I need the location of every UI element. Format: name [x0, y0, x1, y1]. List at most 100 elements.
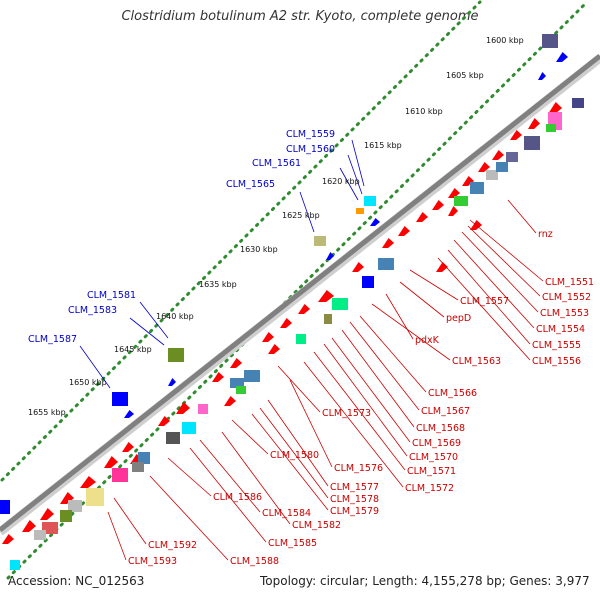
gene-feature[interactable]	[138, 452, 150, 464]
gene-feature[interactable]	[168, 348, 184, 362]
gene-arrow[interactable]	[382, 238, 394, 248]
gene-feature[interactable]	[546, 124, 556, 132]
gene-feature[interactable]	[332, 298, 348, 310]
gene-feature[interactable]	[166, 432, 180, 444]
gene-arrow[interactable]	[370, 218, 380, 226]
gene-feature[interactable]	[454, 196, 468, 206]
gene-arrow[interactable]	[176, 402, 190, 414]
gene-label-forward[interactable]: CLM_1566	[428, 388, 477, 399]
gene-label-forward[interactable]: CLM_1563	[452, 356, 501, 367]
gene-feature[interactable]	[296, 334, 306, 344]
gene-arrow[interactable]	[492, 150, 504, 160]
gene-feature[interactable]	[236, 386, 246, 394]
gene-label-reverse[interactable]: CLM_1581	[87, 290, 136, 301]
gene-label-forward[interactable]: pepD	[446, 313, 471, 324]
gene-label-forward[interactable]: CLM_1567	[421, 406, 470, 417]
gene-feature[interactable]	[112, 392, 128, 406]
gene-feature[interactable]	[198, 404, 208, 414]
gene-arrow[interactable]	[2, 534, 14, 544]
gene-feature[interactable]	[34, 530, 46, 540]
gene-arrow[interactable]	[352, 262, 364, 272]
gene-feature[interactable]	[572, 98, 584, 108]
gene-label-forward[interactable]: CLM_1576	[334, 463, 383, 474]
gene-label-forward[interactable]: CLM_1586	[213, 492, 262, 503]
gene-feature[interactable]	[542, 34, 558, 48]
gene-arrow[interactable]	[122, 442, 134, 452]
gene-label-forward[interactable]: CLM_1592	[148, 540, 197, 551]
gene-feature[interactable]	[86, 488, 104, 506]
gene-arrow[interactable]	[432, 200, 444, 210]
gene-label-forward[interactable]: CLM_1572	[405, 483, 454, 494]
gene-feature[interactable]	[324, 314, 332, 324]
gene-feature[interactable]	[364, 196, 376, 206]
gene-arrow[interactable]	[80, 476, 96, 488]
gene-arrow[interactable]	[528, 118, 540, 129]
gene-feature[interactable]	[0, 500, 10, 514]
gene-feature[interactable]	[524, 136, 540, 150]
gene-arrow[interactable]	[230, 358, 242, 368]
gene-arrow[interactable]	[478, 162, 490, 172]
gene-label-forward[interactable]: CLM_1579	[330, 506, 379, 517]
gene-feature[interactable]	[314, 236, 326, 246]
gene-feature[interactable]	[356, 208, 364, 214]
gene-label-reverse[interactable]: CLM_1565	[226, 179, 275, 190]
gene-arrow[interactable]	[436, 262, 448, 272]
gene-label-forward[interactable]: CLM_1588	[230, 556, 279, 567]
gene-arrow[interactable]	[262, 332, 274, 342]
gene-label-forward[interactable]: CLM_1551	[545, 277, 594, 288]
gene-arrow[interactable]	[556, 52, 568, 62]
gene-feature[interactable]	[362, 276, 374, 288]
gene-label-reverse[interactable]: CLM_1587	[28, 334, 77, 345]
gene-feature[interactable]	[486, 170, 498, 180]
gene-arrow[interactable]	[538, 72, 546, 80]
gene-arrow[interactable]	[22, 520, 36, 532]
gene-feature[interactable]	[132, 462, 144, 472]
gene-arrow[interactable]	[40, 508, 54, 520]
gene-feature[interactable]	[182, 422, 196, 434]
gene-feature[interactable]	[112, 468, 128, 482]
gene-arrow[interactable]	[104, 456, 118, 468]
gene-feature[interactable]	[10, 560, 20, 570]
gene-arrow[interactable]	[398, 226, 410, 236]
gene-feature[interactable]	[60, 510, 72, 522]
gene-label-forward[interactable]: CLM_1555	[532, 340, 581, 351]
gene-label-forward[interactable]: CLM_1557	[460, 296, 509, 307]
gene-feature[interactable]	[378, 258, 394, 270]
gene-label-forward[interactable]: CLM_1569	[412, 438, 461, 449]
gene-label-forward[interactable]: CLM_1556	[532, 356, 581, 367]
gene-label-reverse[interactable]: CLM_1561	[252, 158, 301, 169]
gene-arrow[interactable]	[326, 252, 334, 260]
gene-label-reverse[interactable]: CLM_1583	[68, 305, 117, 316]
gene-arrow[interactable]	[212, 372, 224, 382]
gene-feature[interactable]	[68, 500, 82, 512]
gene-label-reverse[interactable]: CLM_1560	[286, 144, 335, 155]
gene-label-forward[interactable]: CLM_1578	[330, 494, 379, 505]
gene-label-forward[interactable]: CLM_1584	[262, 508, 311, 519]
gene-label-forward[interactable]: CLM_1553	[540, 308, 589, 319]
gene-feature[interactable]	[230, 378, 244, 388]
gene-label-forward[interactable]: CLM_1554	[536, 324, 585, 335]
gene-arrow[interactable]	[298, 304, 310, 314]
gene-label-forward[interactable]: CLM_1582	[292, 520, 341, 531]
gene-label-forward[interactable]: CLM_1552	[542, 292, 591, 303]
gene-arrow[interactable]	[158, 416, 170, 426]
gene-feature[interactable]	[506, 152, 518, 162]
gene-arrow[interactable]	[268, 344, 280, 354]
gene-label-forward[interactable]: CLM_1580	[270, 450, 319, 461]
gene-label-forward[interactable]: CLM_1593	[128, 556, 177, 567]
gene-label-reverse[interactable]: CLM_1559	[286, 129, 335, 140]
gene-label-forward[interactable]: pdxK	[415, 335, 440, 346]
gene-arrow[interactable]	[548, 102, 562, 114]
gene-arrow[interactable]	[318, 290, 334, 302]
gene-label-forward[interactable]: CLM_1568	[416, 423, 465, 434]
gene-arrow[interactable]	[448, 206, 458, 216]
gene-arrow[interactable]	[224, 396, 236, 406]
gene-arrow[interactable]	[168, 378, 176, 386]
gene-label-forward[interactable]: CLM_1577	[330, 482, 379, 493]
gene-feature[interactable]	[470, 182, 484, 194]
gene-arrow[interactable]	[280, 318, 292, 328]
gene-arrow[interactable]	[416, 212, 428, 222]
gene-label-forward[interactable]: rnz	[538, 229, 553, 240]
